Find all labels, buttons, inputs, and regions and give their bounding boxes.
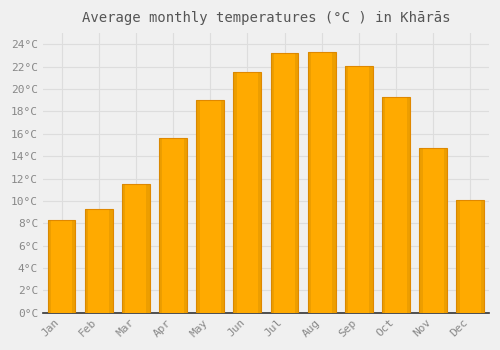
Bar: [196, 100, 200, 313]
Bar: [184, 138, 187, 313]
Bar: [332, 52, 336, 313]
Bar: [159, 138, 162, 313]
Bar: [481, 200, 484, 313]
Bar: [444, 148, 447, 313]
Bar: [48, 220, 51, 313]
Bar: [370, 66, 373, 313]
Bar: [456, 200, 460, 313]
Bar: [308, 52, 311, 313]
Bar: [456, 200, 484, 313]
Bar: [308, 52, 336, 313]
Bar: [345, 66, 373, 313]
Bar: [419, 148, 422, 313]
Bar: [72, 220, 76, 313]
Bar: [110, 209, 112, 313]
Title: Average monthly temperatures (°C ) in Khārās: Average monthly temperatures (°C ) in Kh…: [82, 11, 450, 25]
Bar: [270, 53, 274, 313]
Bar: [234, 72, 262, 313]
Bar: [122, 184, 126, 313]
Bar: [295, 53, 298, 313]
Bar: [85, 209, 88, 313]
Bar: [221, 100, 224, 313]
Bar: [258, 72, 262, 313]
Bar: [48, 220, 76, 313]
Bar: [122, 184, 150, 313]
Bar: [382, 97, 410, 313]
Bar: [382, 97, 386, 313]
Bar: [159, 138, 187, 313]
Bar: [406, 97, 410, 313]
Bar: [234, 72, 237, 313]
Bar: [196, 100, 224, 313]
Bar: [419, 148, 447, 313]
Bar: [345, 66, 348, 313]
Bar: [85, 209, 112, 313]
Bar: [270, 53, 298, 313]
Bar: [146, 184, 150, 313]
